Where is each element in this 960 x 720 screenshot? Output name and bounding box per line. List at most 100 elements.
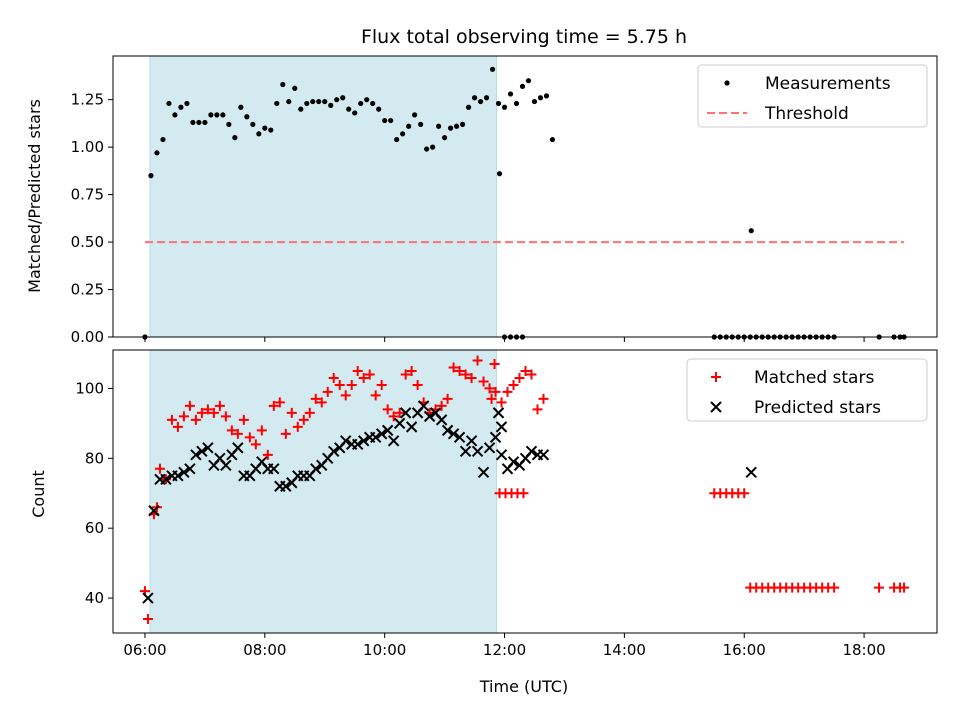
data-point	[393, 417, 406, 430]
bottom-series-matched-stars	[139, 355, 910, 625]
legend-label: Predicted stars	[754, 398, 881, 418]
data-point	[346, 379, 357, 390]
data-point	[352, 110, 358, 116]
top-series-measurements	[142, 66, 907, 340]
data-point	[160, 473, 172, 485]
bottom-series-predicted-stars	[142, 400, 757, 604]
data-point	[447, 125, 454, 131]
legend-box	[697, 64, 928, 128]
data-point	[496, 171, 503, 177]
data-point	[220, 112, 226, 118]
data-point	[435, 414, 448, 426]
data-point	[376, 106, 382, 112]
top-plot: 0.00 0.25 0.50 0.75 1.00 1.25 Measurements Thre…	[71, 55, 938, 346]
data-point	[268, 127, 274, 133]
data-point	[274, 397, 285, 408]
legend-label: Measurements	[765, 74, 891, 94]
data-point	[483, 95, 490, 101]
data-point	[382, 117, 388, 124]
data-point	[280, 428, 291, 439]
x-tick-label: 06:00	[123, 641, 166, 659]
data-point	[489, 431, 502, 444]
y-tick-label: 0.00	[71, 328, 104, 346]
legend-label: Matched stars	[754, 368, 874, 388]
data-point	[310, 463, 322, 475]
bottom-y-axis-label: Count	[29, 470, 48, 518]
data-point	[190, 119, 196, 126]
data-point	[501, 104, 508, 110]
data-point	[526, 369, 537, 380]
data-point	[334, 379, 345, 390]
data-point	[351, 438, 364, 451]
data-point	[292, 85, 298, 91]
data-point	[465, 104, 472, 110]
data-point	[436, 400, 447, 411]
data-point	[358, 372, 369, 383]
data-point	[376, 379, 387, 390]
data-point	[394, 136, 400, 143]
x-tick-label: 08:00	[243, 641, 286, 659]
data-point	[154, 463, 165, 474]
data-point	[466, 372, 477, 383]
y-tick-label: 1.25	[71, 91, 104, 109]
legend-label: Threshold	[764, 104, 849, 124]
data-point	[518, 488, 529, 499]
data-point	[232, 135, 238, 141]
x-tick-label: 18:00	[842, 641, 885, 659]
data-point	[196, 407, 207, 418]
data-point	[484, 383, 495, 394]
data-point	[262, 125, 268, 131]
data-point	[280, 81, 286, 88]
data-point	[370, 100, 376, 107]
data-point	[507, 91, 514, 97]
data-point	[519, 83, 526, 89]
data-point	[250, 121, 256, 127]
data-point	[532, 404, 543, 415]
data-point	[829, 582, 840, 593]
data-point	[328, 102, 334, 108]
data-point	[142, 592, 154, 604]
x-tick-label: 12:00	[483, 641, 526, 659]
data-point	[358, 100, 364, 107]
data-point	[244, 432, 255, 443]
data-point	[406, 365, 417, 376]
data-point	[381, 424, 394, 437]
data-point	[477, 466, 490, 478]
data-point	[352, 365, 363, 376]
data-point	[745, 466, 757, 478]
data-point	[178, 466, 190, 478]
data-point	[172, 421, 183, 432]
data-point	[748, 228, 754, 234]
data-point	[250, 439, 261, 450]
data-point	[453, 431, 466, 444]
data-point	[148, 505, 160, 517]
top-legend: Measurements Threshold	[697, 64, 928, 128]
data-point	[495, 100, 502, 107]
legend-box	[686, 358, 928, 422]
data-point	[400, 131, 406, 137]
data-point	[238, 104, 244, 110]
data-point	[370, 390, 381, 401]
data-point	[442, 393, 453, 404]
data-point	[531, 98, 538, 105]
data-point	[502, 386, 513, 397]
data-point	[268, 463, 280, 475]
data-point	[154, 150, 160, 156]
data-point	[471, 95, 478, 101]
data-point	[471, 445, 484, 458]
y-tick-label: 0.75	[71, 186, 104, 204]
data-point	[513, 100, 520, 107]
data-point	[184, 400, 195, 411]
data-point	[388, 117, 394, 124]
data-point	[489, 358, 500, 369]
data-point	[388, 411, 399, 422]
data-point	[459, 445, 472, 458]
data-point	[292, 421, 303, 432]
data-point	[340, 435, 352, 447]
y-tick-label: 60	[85, 519, 104, 537]
data-point	[220, 411, 231, 422]
data-point	[184, 100, 190, 107]
data-point	[220, 459, 232, 472]
data-point	[454, 365, 465, 376]
